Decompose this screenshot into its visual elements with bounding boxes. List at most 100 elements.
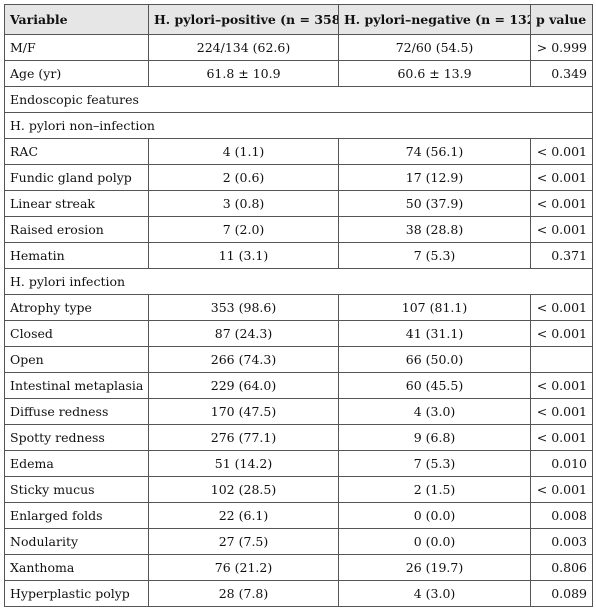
table-row: Endoscopic features xyxy=(4,86,593,113)
value-cell: 2 (0.6) xyxy=(148,164,339,191)
p-value-cell: 0.003 xyxy=(530,528,593,555)
table-row: Sticky mucus 102 (28.5) 2 (1.5) < 0.001 xyxy=(4,476,593,503)
value-cell: 28 (7.8) xyxy=(148,580,339,607)
p-value-cell xyxy=(530,346,593,373)
value-cell: 74 (56.1) xyxy=(338,138,531,165)
table-row: Raised erosion 7 (2.0) 38 (28.8) < 0.001 xyxy=(4,216,593,243)
value-cell: 41 (31.1) xyxy=(338,320,531,347)
p-value-cell: 0.008 xyxy=(530,502,593,529)
table-row: Hematin 11 (3.1) 7 (5.3) 0.371 xyxy=(4,242,593,269)
p-value-cell: < 0.001 xyxy=(530,398,593,425)
variable-cell: Raised erosion xyxy=(4,216,149,243)
table-row: Xanthoma 76 (21.2) 26 (19.7) 0.806 xyxy=(4,554,593,581)
p-value-cell: < 0.001 xyxy=(530,424,593,451)
section-cell: H. pylori non–infection xyxy=(4,112,593,139)
value-cell: 224/134 (62.6) xyxy=(148,34,339,61)
value-cell: 229 (64.0) xyxy=(148,372,339,399)
table-row: Hyperplastic polyp 28 (7.8) 4 (3.0) 0.089 xyxy=(4,580,593,607)
variable-cell: M/F xyxy=(4,34,149,61)
value-cell: 11 (3.1) xyxy=(148,242,339,269)
table-row: Enlarged folds 22 (6.1) 0 (0.0) 0.008 xyxy=(4,502,593,529)
value-cell: 2 (1.5) xyxy=(338,476,531,503)
p-value-cell: < 0.001 xyxy=(530,476,593,503)
variable-cell: Intestinal metaplasia xyxy=(4,372,149,399)
value-cell: 7 (5.3) xyxy=(338,450,531,477)
value-cell: 50 (37.9) xyxy=(338,190,531,217)
value-cell: 4 (3.0) xyxy=(338,580,531,607)
value-cell: 61.8 ± 10.9 xyxy=(148,60,339,87)
p-value-cell: 0.089 xyxy=(530,580,593,607)
value-cell: 17 (12.9) xyxy=(338,164,531,191)
value-cell: 266 (74.3) xyxy=(148,346,339,373)
value-cell: 170 (47.5) xyxy=(148,398,339,425)
value-cell: 60.6 ± 13.9 xyxy=(338,60,531,87)
variable-cell: Diffuse redness xyxy=(4,398,149,425)
table-row: Fundic gland polyp 2 (0.6) 17 (12.9) < 0.00… xyxy=(4,164,593,191)
header-cell: Variable xyxy=(4,4,149,35)
variable-cell: Edema xyxy=(4,450,149,477)
p-value-cell: < 0.001 xyxy=(530,320,593,347)
data-table: Variable H. pylori–positive (n = 358) H. p… xyxy=(4,4,593,607)
table-row: Nodularity 27 (7.5) 0 (0.0) 0.003 xyxy=(4,528,593,555)
value-cell: 107 (81.1) xyxy=(338,294,531,321)
value-cell: 76 (21.2) xyxy=(148,554,339,581)
value-cell: 51 (14.2) xyxy=(148,450,339,477)
value-cell: 7 (2.0) xyxy=(148,216,339,243)
table-row: RAC 4 (1.1) 74 (56.1) < 0.001 xyxy=(4,138,593,165)
value-cell: 72/60 (54.5) xyxy=(338,34,531,61)
section-cell: Endoscopic features xyxy=(4,86,593,113)
p-value-cell: < 0.001 xyxy=(530,138,593,165)
p-value-cell: 0.806 xyxy=(530,554,593,581)
table-row: H. pylori non–infection xyxy=(4,112,593,139)
value-cell: 353 (98.6) xyxy=(148,294,339,321)
p-value-cell: < 0.001 xyxy=(530,190,593,217)
value-cell: 38 (28.8) xyxy=(338,216,531,243)
p-value-cell: < 0.001 xyxy=(530,294,593,321)
value-cell: 102 (28.5) xyxy=(148,476,339,503)
header-row: Variable H. pylori–positive (n = 358) H. p… xyxy=(4,4,593,35)
variable-cell: RAC xyxy=(4,138,149,165)
table-row: M/F 224/134 (62.6) 72/60 (54.5) > 0.999 xyxy=(4,34,593,61)
table-row: Diffuse redness 170 (47.5) 4 (3.0) < 0.001 xyxy=(4,398,593,425)
table-row: Open 266 (74.3) 66 (50.0) xyxy=(4,346,593,373)
variable-cell: Linear streak xyxy=(4,190,149,217)
value-cell: 7 (5.3) xyxy=(338,242,531,269)
value-cell: 276 (77.1) xyxy=(148,424,339,451)
table-row: Linear streak 3 (0.8) 50 (37.9) < 0.001 xyxy=(4,190,593,217)
header-cell: p value xyxy=(530,4,593,35)
variable-cell: Enlarged folds xyxy=(4,502,149,529)
variable-cell: Fundic gland polyp xyxy=(4,164,149,191)
table-row: Intestinal metaplasia 229 (64.0) 60 (45.5)… xyxy=(4,372,593,399)
value-cell: 60 (45.5) xyxy=(338,372,531,399)
variable-cell: Spotty redness xyxy=(4,424,149,451)
header-cell: H. pylori–negative (n = 132) xyxy=(338,4,531,35)
variable-cell: Closed xyxy=(4,320,149,347)
table-row: Spotty redness 276 (77.1) 9 (6.8) < 0.001 xyxy=(4,424,593,451)
variable-cell: Atrophy type xyxy=(4,294,149,321)
table-row: Edema 51 (14.2) 7 (5.3) 0.010 xyxy=(4,450,593,477)
value-cell: 22 (6.1) xyxy=(148,502,339,529)
value-cell: 87 (24.3) xyxy=(148,320,339,347)
variable-cell: Sticky mucus xyxy=(4,476,149,503)
value-cell: 27 (7.5) xyxy=(148,528,339,555)
value-cell: 9 (6.8) xyxy=(338,424,531,451)
table-row: Closed 87 (24.3) 41 (31.1) < 0.001 xyxy=(4,320,593,347)
value-cell: 0 (0.0) xyxy=(338,502,531,529)
value-cell: 0 (0.0) xyxy=(338,528,531,555)
p-value-cell: < 0.001 xyxy=(530,216,593,243)
value-cell: 3 (0.8) xyxy=(148,190,339,217)
variable-cell: Open xyxy=(4,346,149,373)
p-value-cell: 0.349 xyxy=(530,60,593,87)
value-cell: 4 (3.0) xyxy=(338,398,531,425)
p-value-cell: > 0.999 xyxy=(530,34,593,61)
table-row: H. pylori infection xyxy=(4,268,593,295)
table-row: Atrophy type 353 (98.6) 107 (81.1) < 0.001 xyxy=(4,294,593,321)
header-cell: H. pylori–positive (n = 358) xyxy=(148,4,339,35)
variable-cell: Age (yr) xyxy=(4,60,149,87)
value-cell: 26 (19.7) xyxy=(338,554,531,581)
table-row: Age (yr) 61.8 ± 10.9 60.6 ± 13.9 0.349 xyxy=(4,60,593,87)
value-cell: 66 (50.0) xyxy=(338,346,531,373)
variable-cell: Hyperplastic polyp xyxy=(4,580,149,607)
variable-cell: Nodularity xyxy=(4,528,149,555)
